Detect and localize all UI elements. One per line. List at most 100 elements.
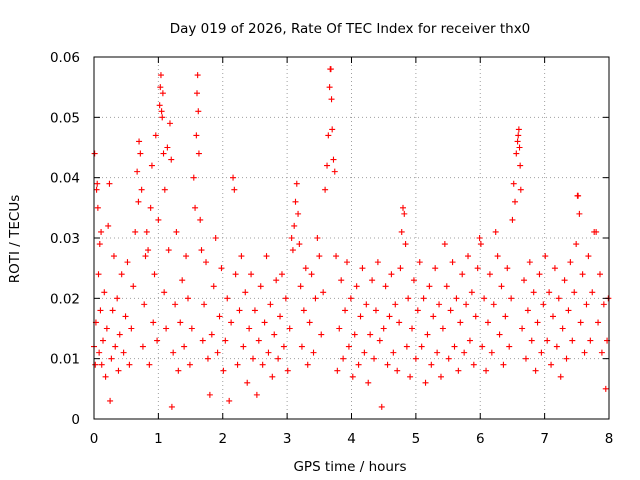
y-tick-label: 0.04: [50, 171, 80, 187]
x-tick-label: 3: [283, 431, 292, 447]
data-point: [602, 385, 609, 392]
data-point: [248, 271, 255, 278]
data-point: [183, 253, 190, 260]
data-point: [240, 343, 247, 350]
data-point: [157, 84, 164, 91]
data-point: [439, 325, 446, 332]
data-point: [355, 361, 362, 368]
data-point: [251, 307, 258, 314]
data-point: [510, 180, 517, 187]
y-tick-label: 0.06: [50, 50, 80, 66]
data-point: [316, 253, 323, 260]
data-point: [420, 295, 427, 302]
data-point: [538, 349, 545, 356]
data-point: [142, 253, 149, 260]
data-point: [567, 259, 574, 266]
data-point: [314, 235, 321, 241]
data-point: [148, 162, 155, 169]
data-point: [139, 343, 146, 350]
data-point: [436, 301, 443, 308]
chart-title: Day 019 of 2026, Rate Of TEC Index for r…: [170, 21, 531, 37]
data-point: [288, 235, 295, 241]
data-point: [437, 373, 444, 380]
data-point: [426, 283, 433, 290]
data-point: [548, 361, 555, 368]
data-point: [353, 283, 360, 290]
data-point: [175, 367, 182, 374]
data-point: [378, 403, 385, 410]
data-point: [340, 355, 347, 362]
data-point: [390, 349, 397, 356]
data-point: [530, 289, 537, 296]
data-point: [289, 247, 296, 254]
x-tick-label: 1: [154, 431, 163, 447]
data-point: [242, 289, 249, 296]
data-point: [165, 247, 172, 254]
data-point: [508, 295, 515, 302]
data-point: [563, 355, 570, 362]
data-point: [91, 150, 98, 157]
data-point: [257, 283, 264, 290]
data-point: [157, 72, 164, 79]
data-point: [109, 307, 116, 314]
data-point: [155, 216, 162, 223]
x-tick-label: 0: [90, 431, 99, 447]
data-point: [445, 355, 452, 362]
data-point: [102, 373, 109, 380]
data-point: [488, 349, 495, 356]
data-point: [151, 271, 158, 278]
data-point: [168, 403, 175, 410]
data-point: [114, 295, 121, 302]
data-point: [403, 343, 410, 350]
data-point: [214, 349, 221, 356]
data-point: [441, 241, 448, 248]
data-point: [455, 367, 462, 374]
data-point: [519, 325, 526, 332]
data-point: [190, 174, 197, 181]
data-point: [105, 222, 112, 229]
data-point: [412, 355, 419, 362]
data-point: [504, 265, 511, 272]
data-point: [534, 319, 541, 326]
data-point: [284, 367, 291, 374]
data-point: [318, 331, 325, 338]
data-point: [280, 343, 287, 350]
data-point: [476, 235, 483, 241]
data-point: [201, 301, 208, 308]
data-point: [585, 253, 592, 260]
data-point: [587, 337, 594, 344]
data-point: [98, 361, 105, 368]
data-point: [512, 198, 519, 205]
data-point: [506, 343, 513, 350]
data-point: [432, 265, 439, 272]
data-point: [98, 228, 105, 235]
x-axis-label: GPS time / hours: [293, 459, 406, 475]
data-point: [96, 349, 103, 356]
data-point: [596, 271, 603, 278]
data-point: [150, 319, 157, 326]
data-point: [218, 265, 225, 272]
data-point: [134, 168, 141, 175]
data-point: [203, 259, 210, 266]
data-point: [326, 84, 333, 91]
data-point: [463, 301, 470, 308]
y-tick-label: 0.05: [50, 110, 80, 126]
data-point: [170, 349, 177, 356]
x-tick-label: 7: [540, 431, 549, 447]
data-point: [322, 186, 329, 193]
data-point: [115, 367, 122, 374]
data-point: [236, 307, 243, 314]
data-point: [457, 319, 464, 326]
data-point: [434, 349, 441, 356]
data-point: [324, 162, 331, 169]
data-point: [409, 325, 416, 332]
data-point: [135, 198, 142, 205]
data-point: [204, 355, 211, 362]
data-point: [154, 337, 161, 344]
data-point: [593, 228, 600, 235]
data-point: [259, 361, 266, 368]
data-point: [159, 90, 166, 97]
data-point: [542, 253, 549, 260]
data-point: [267, 301, 274, 308]
